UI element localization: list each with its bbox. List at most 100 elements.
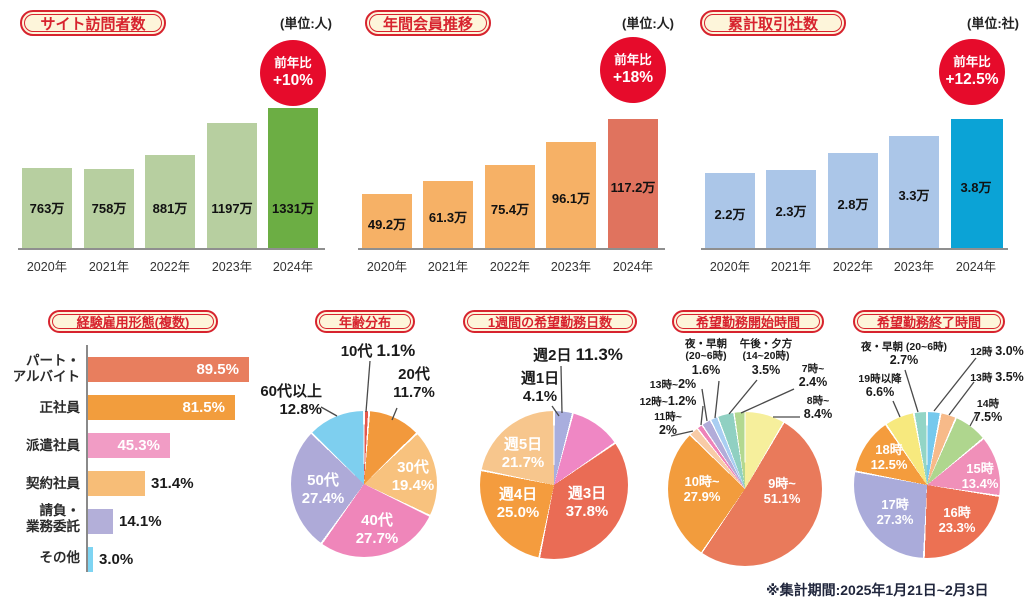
endtime-pie xyxy=(854,412,1000,558)
y-axis xyxy=(86,345,88,572)
age-label-50s: 50代 27.4% xyxy=(301,472,345,507)
row-label: 正社員 xyxy=(39,400,81,415)
bar-value: 75.4万 xyxy=(490,202,530,217)
starttime-pie xyxy=(668,412,822,566)
endtime-title: 希望勤務終了時間 xyxy=(876,315,981,330)
age-label-30s: 30代 19.4% xyxy=(391,459,435,494)
x-tick: 2024年 xyxy=(612,260,654,274)
endtime-label-night: 夜・早朝 (20~6時) 2.7% xyxy=(860,341,948,368)
bar-2020 xyxy=(22,168,72,248)
members-unit: (単位:人) xyxy=(622,16,674,31)
x-tick: 2022年 xyxy=(149,260,191,274)
starttime-label-13: 13時~2% xyxy=(649,377,697,391)
bar-2020 xyxy=(362,194,412,248)
row-label: 請負・ 業務委託 xyxy=(26,503,80,535)
bar-2021 xyxy=(766,170,816,248)
x-axis xyxy=(701,248,1008,250)
endtime-label-16: 16時 23.3% xyxy=(938,505,976,536)
endtime-label-15: 15時 13.4% xyxy=(961,461,999,492)
visitors-title-pill: サイト訪問者数 xyxy=(20,10,166,36)
x-tick: 2024年 xyxy=(272,260,314,274)
starttime-label-7: 7時~ 2.4% xyxy=(798,363,828,390)
bar-2021 xyxy=(423,181,473,248)
bar-value: 61.3万 xyxy=(428,210,468,225)
workdays-label-1d: 週1日 4.1% xyxy=(520,370,560,405)
bar-2022 xyxy=(145,155,195,248)
age-title: 年齢分布 xyxy=(338,315,391,330)
bar-value: 2.3万 xyxy=(775,204,807,219)
age-title-pill: 年齢分布 xyxy=(315,310,415,333)
bar-2022 xyxy=(485,165,535,248)
x-tick: 2024年 xyxy=(955,260,997,274)
hbar-dispatch xyxy=(88,433,170,458)
starttime-title: 希望勤務開始時間 xyxy=(695,315,800,330)
bar-value: 96.1万 xyxy=(551,191,591,206)
row-label: その他 xyxy=(39,550,81,565)
endtime-label-13: 13時 3.5% xyxy=(970,370,1024,384)
workdays-label-4d: 週4日 25.0% xyxy=(496,486,540,521)
age-label-40s: 40代 27.7% xyxy=(355,512,399,547)
x-tick: 2023年 xyxy=(211,260,253,274)
yoy-label: 前年比 xyxy=(953,54,991,69)
row-label: パート・ アルバイト xyxy=(12,353,80,385)
bar-value: 1331万 xyxy=(272,201,314,216)
endtime-label-12: 12時 3.0% xyxy=(970,344,1024,358)
hbar-other xyxy=(88,547,93,572)
starttime-title-pill: 希望勤務開始時間 xyxy=(672,310,824,333)
bar-value: 3.3万 xyxy=(898,188,930,203)
starttime-label-night: 夜・早朝 (20~6時) 1.6% xyxy=(685,338,727,377)
x-tick: 2022年 xyxy=(489,260,531,274)
yoy-label: 前年比 xyxy=(274,55,312,70)
endtime-label-17: 17時 27.3% xyxy=(876,497,914,528)
hbar-full-time xyxy=(88,395,235,420)
endtime-label-18: 18時 12.5% xyxy=(870,442,908,473)
yoy-value: +12.5% xyxy=(945,71,999,89)
x-tick: 2020年 xyxy=(26,260,68,274)
bar-pct: 89.5% xyxy=(196,361,239,378)
starttime-label-11: 11時~ 2% xyxy=(654,411,682,438)
starttime-label-8: 8時~ 8.4% xyxy=(803,395,833,422)
x-tick: 2023年 xyxy=(550,260,592,274)
hbar-contract xyxy=(88,471,145,496)
visitors-title: サイト訪問者数 xyxy=(40,15,146,33)
yoy-label: 前年比 xyxy=(614,52,652,67)
yoy-value: +18% xyxy=(612,69,654,87)
survey-period-note: ※集計期間:2025年1月21日~2月3日 xyxy=(766,582,989,598)
starttime-label-evening: 午後・夕方 (14~20時) 3.5% xyxy=(739,338,793,377)
companies-title-pill: 累計取引社数 xyxy=(700,10,846,36)
bar-value: 881万 xyxy=(152,201,188,216)
workdays-title: 1週間の希望勤務日数 xyxy=(487,315,613,330)
bar-2023 xyxy=(207,123,257,248)
row-label: 契約社員 xyxy=(26,476,80,491)
members-yoy-badge: 前年比 +18% xyxy=(600,37,666,103)
workdays-title-pill: 1週間の希望勤務日数 xyxy=(463,310,637,333)
bar-value: 2.2万 xyxy=(714,207,746,222)
starttime-label-12: 12時~1.2% xyxy=(639,394,697,408)
visitors-unit: (単位:人) xyxy=(280,16,332,31)
members-title: 年間会員推移 xyxy=(382,15,473,33)
bar-pct: 3.0% xyxy=(99,551,134,568)
members-title-pill: 年間会員推移 xyxy=(365,10,491,36)
x-axis xyxy=(358,248,665,250)
bar-value: 2.8万 xyxy=(837,197,869,212)
x-axis xyxy=(18,248,325,250)
bar-pct: 81.5% xyxy=(182,399,225,416)
age-label-60s: 60代以上 12.8% xyxy=(260,383,322,418)
x-tick: 2021年 xyxy=(770,260,812,274)
bar-2024 xyxy=(268,108,318,248)
age-pie xyxy=(291,411,437,557)
workdays-pie xyxy=(480,411,628,559)
employment-title: 経験雇用形態(複数) xyxy=(76,315,190,330)
hbar-part-time xyxy=(88,357,249,382)
endtime-label-19: 19時以降 6.6% xyxy=(858,373,902,400)
bar-value: 1197万 xyxy=(211,201,253,216)
bar-2024 xyxy=(608,119,658,248)
companies-yoy-badge: 前年比 +12.5% xyxy=(939,39,1005,105)
x-tick: 2021年 xyxy=(427,260,469,274)
starttime-label-9: 9時~ 51.1% xyxy=(763,476,801,507)
endtime-label-14: 14時 7.5% xyxy=(973,398,1003,425)
workdays-label-5d: 週5日 21.7% xyxy=(501,436,545,471)
companies-title: 累計取引社数 xyxy=(727,15,818,33)
bar-2023 xyxy=(546,142,596,248)
